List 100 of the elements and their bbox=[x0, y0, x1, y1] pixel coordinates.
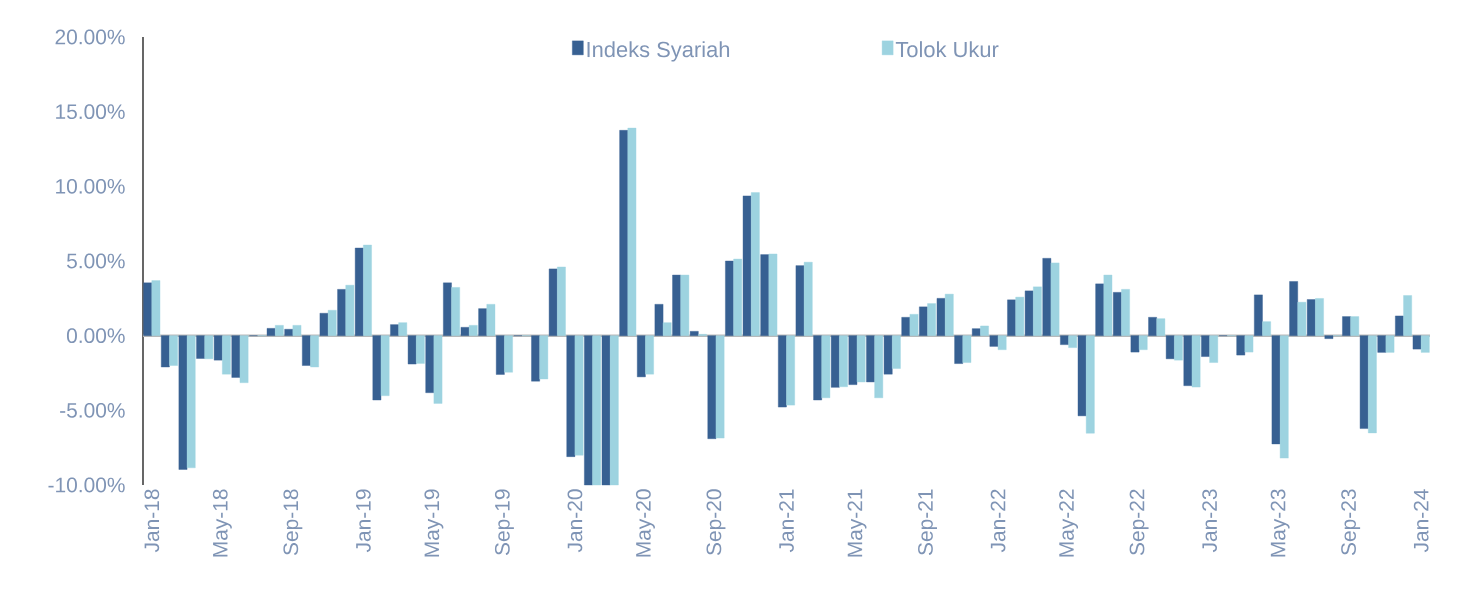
x-tick-label: Jan-23 bbox=[1202, 489, 1218, 553]
bar bbox=[143, 282, 153, 336]
bar bbox=[954, 335, 963, 364]
bar bbox=[539, 335, 549, 380]
bar bbox=[1060, 335, 1069, 345]
bar bbox=[196, 335, 205, 359]
x-tick-label: Jan-20 bbox=[567, 489, 583, 553]
bar bbox=[909, 314, 919, 336]
bar bbox=[302, 335, 311, 366]
legend-label: Indeks Syariah bbox=[587, 41, 730, 62]
x-tick-label: Sep-18 bbox=[283, 489, 303, 556]
x-tick-label: Sep-19 bbox=[494, 489, 514, 556]
bar bbox=[707, 335, 717, 439]
y-tick-label: 0.00% bbox=[66, 328, 125, 344]
bar bbox=[1385, 335, 1395, 353]
bar bbox=[733, 258, 742, 336]
bar bbox=[778, 335, 787, 408]
bar bbox=[486, 304, 496, 336]
bar bbox=[468, 325, 478, 336]
bar bbox=[1403, 295, 1412, 336]
bar bbox=[1050, 262, 1060, 336]
bar bbox=[830, 335, 840, 388]
bar bbox=[1254, 294, 1263, 336]
bar bbox=[1113, 292, 1122, 336]
bar bbox=[266, 328, 276, 336]
bar bbox=[1174, 335, 1183, 361]
bar bbox=[1279, 335, 1289, 459]
bar bbox=[460, 327, 470, 336]
bar bbox=[821, 335, 831, 398]
bar bbox=[768, 253, 778, 336]
bar bbox=[1121, 289, 1130, 336]
bar bbox=[944, 293, 954, 336]
bar bbox=[1289, 281, 1298, 336]
bar bbox=[443, 282, 452, 336]
bar bbox=[813, 335, 822, 401]
x-tick-label: May-19 bbox=[424, 489, 444, 557]
bar bbox=[557, 266, 566, 336]
bar bbox=[1420, 335, 1430, 353]
bar bbox=[725, 260, 734, 336]
bar bbox=[1148, 317, 1157, 336]
bar bbox=[662, 322, 672, 336]
bar bbox=[654, 304, 664, 336]
bar bbox=[1095, 283, 1105, 336]
bar bbox=[1342, 316, 1351, 336]
x-tick-label: Jan-22 bbox=[990, 489, 1006, 553]
x-tick-label: Sep-23 bbox=[1341, 489, 1361, 556]
x-tick-label: Jan-19 bbox=[355, 489, 371, 553]
bar bbox=[786, 335, 795, 406]
bar bbox=[1077, 335, 1087, 417]
bar bbox=[433, 335, 443, 404]
bar bbox=[1015, 296, 1025, 336]
bar bbox=[980, 325, 989, 336]
x-tick-label: Jan-18 bbox=[144, 489, 160, 553]
bar bbox=[390, 324, 399, 336]
bar bbox=[609, 335, 619, 486]
bar bbox=[1236, 335, 1246, 356]
x-tick-label: May-18 bbox=[212, 489, 232, 557]
bar bbox=[1103, 274, 1113, 336]
bar bbox=[627, 127, 637, 336]
bar bbox=[451, 287, 460, 336]
bar bbox=[169, 335, 178, 366]
bar bbox=[803, 261, 813, 336]
bar bbox=[354, 247, 364, 336]
bar bbox=[989, 335, 999, 347]
bar bbox=[425, 335, 435, 393]
bar bbox=[1271, 335, 1281, 445]
bar bbox=[1297, 302, 1307, 336]
bar bbox=[178, 335, 188, 470]
bar bbox=[689, 331, 699, 336]
bar bbox=[1395, 315, 1404, 336]
x-tick-label: Jan-21 bbox=[779, 489, 794, 553]
bar bbox=[1324, 335, 1334, 339]
bar bbox=[363, 244, 372, 336]
bar bbox=[1156, 318, 1166, 336]
bar bbox=[186, 335, 196, 469]
y-tick-label: 15.00% bbox=[56, 104, 125, 120]
bar bbox=[337, 289, 346, 336]
y-tick-label: -5.00% bbox=[60, 402, 125, 418]
bar bbox=[1007, 299, 1016, 336]
bar bbox=[1377, 335, 1387, 353]
bar bbox=[601, 335, 611, 486]
bar bbox=[927, 303, 936, 336]
bar bbox=[901, 317, 911, 336]
bar bbox=[848, 335, 858, 385]
bar bbox=[619, 130, 629, 336]
bar bbox=[1085, 335, 1095, 434]
bar bbox=[416, 335, 425, 364]
bar bbox=[398, 322, 408, 336]
bar bbox=[592, 335, 601, 486]
x-tick-label: Sep-22 bbox=[1129, 489, 1149, 556]
bar bbox=[1359, 335, 1369, 429]
bar bbox=[327, 310, 337, 336]
bar bbox=[292, 325, 302, 336]
bar bbox=[680, 274, 690, 336]
bar bbox=[1033, 286, 1042, 336]
x-tick-label: May-22 bbox=[1059, 489, 1079, 557]
bar bbox=[1262, 321, 1271, 336]
bar bbox=[239, 335, 249, 383]
bar bbox=[1315, 298, 1324, 336]
bar bbox=[372, 335, 382, 401]
